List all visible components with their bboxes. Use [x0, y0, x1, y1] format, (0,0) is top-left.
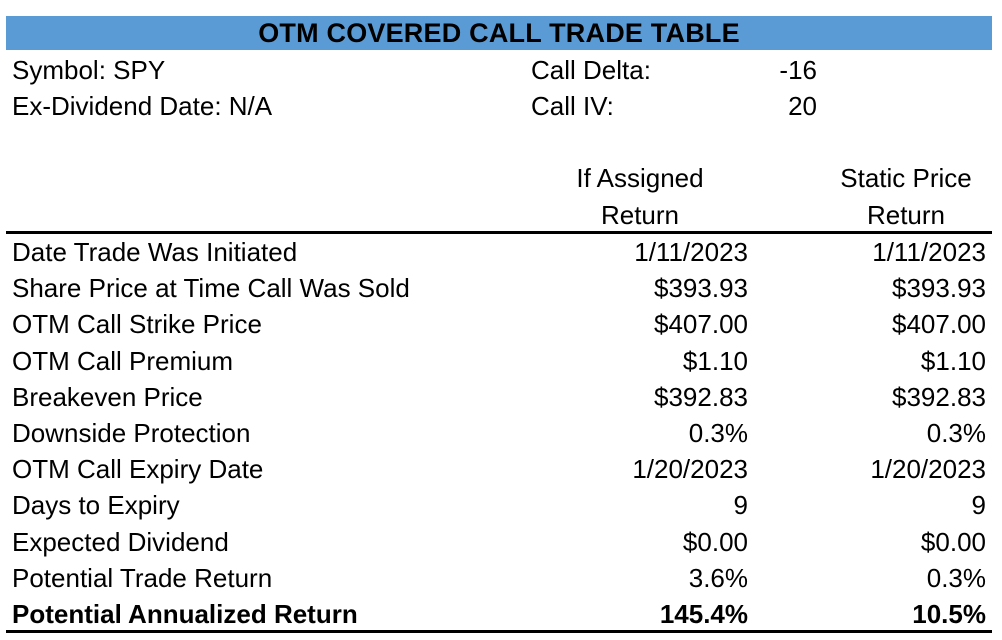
table-row: Days to Expiry 9 9 [6, 487, 992, 523]
table-row: OTM Call Expiry Date 1/20/2023 1/20/2023 [6, 451, 992, 487]
table-row: OTM Call Premium $1.10 $1.10 [6, 343, 992, 379]
static-price-value: $0.00 [920, 526, 986, 557]
if-assigned-value: 3.6% [688, 562, 748, 593]
if-assigned-value: 0.3% [688, 417, 748, 448]
column-header-if-assigned-line2: Return [600, 200, 680, 230]
column-header-static-price-line2: Return [866, 200, 946, 230]
if-assigned-value: 9 [733, 490, 748, 521]
static-price-value: $392.83 [892, 381, 986, 412]
row-label: Date Trade Was Initiated [12, 237, 298, 267]
table-row: Share Price at Time Call Was Sold $393.9… [6, 270, 992, 306]
table-row: Breakeven Price $392.83 $392.83 [6, 379, 992, 415]
static-price-value: $407.00 [892, 309, 986, 340]
row-label: OTM Call Strike Price [12, 309, 262, 340]
static-price-value: 0.3% [926, 562, 986, 593]
row-label: Share Price at Time Call Was Sold [12, 273, 410, 304]
table-row: Potential Trade Return 3.6% 0.3% [6, 560, 992, 596]
static-price-value: 10.5% [912, 598, 986, 629]
column-header-if-assigned: If Assigned Return [540, 160, 740, 234]
call-iv-label: Call IV: [531, 91, 614, 121]
row-label: OTM Call Expiry Date [12, 454, 264, 485]
table-row: Expected Dividend $0.00 $0.00 [6, 524, 992, 560]
if-assigned-value: 1/20/2023 [632, 454, 748, 485]
trade-table: Date Trade Was Initiated 1/11/2023 1/11/… [6, 234, 992, 632]
if-assigned-value: 145.4% [659, 598, 748, 629]
ex-dividend-label: Ex-Dividend Date: N/A [12, 91, 273, 121]
if-assigned-value: $393.93 [654, 273, 748, 304]
if-assigned-value: $0.00 [682, 526, 748, 557]
static-price-value: $1.10 [920, 345, 986, 376]
static-price-value: 1/20/2023 [870, 454, 986, 485]
symbol-label: Symbol: SPY [12, 55, 166, 85]
table-row-total: Potential Annualized Return 145.4% 10.5% [6, 596, 992, 632]
row-label: Potential Trade Return [12, 562, 273, 593]
if-assigned-value: $407.00 [654, 309, 748, 340]
static-price-value: 0.3% [926, 417, 986, 448]
table-row: OTM Call Strike Price $407.00 $407.00 [6, 306, 992, 342]
call-delta-label: Call Delta: [531, 55, 651, 85]
row-label: OTM Call Premium [12, 345, 234, 376]
table-row: Date Trade Was Initiated 1/11/2023 1/11/… [6, 234, 992, 270]
static-price-value: 1/11/2023 [872, 237, 986, 267]
column-header-if-assigned-line1: If Assigned [576, 163, 704, 193]
call-iv-value: 20 [788, 91, 817, 121]
if-assigned-value: 1/11/2023 [634, 237, 748, 267]
row-label: Expected Dividend [12, 526, 229, 557]
header-rule [6, 231, 992, 234]
if-assigned-value: $1.10 [682, 345, 748, 376]
table-title: OTM COVERED CALL TRADE TABLE [6, 16, 992, 50]
row-label: Downside Protection [12, 417, 251, 448]
table-row: Downside Protection 0.3% 0.3% [6, 415, 992, 451]
row-label: Potential Annualized Return [12, 598, 358, 629]
column-header-static-price-line1: Static Price [840, 163, 972, 193]
static-price-value: 9 [971, 490, 986, 521]
column-header-static-price: Static Price Return [806, 160, 1002, 234]
if-assigned-value: $392.83 [654, 381, 748, 412]
call-delta-value: -16 [779, 55, 817, 85]
footer-rule [6, 630, 992, 633]
row-label: Breakeven Price [12, 381, 203, 412]
static-price-value: $393.93 [892, 273, 986, 304]
row-label: Days to Expiry [12, 490, 180, 521]
